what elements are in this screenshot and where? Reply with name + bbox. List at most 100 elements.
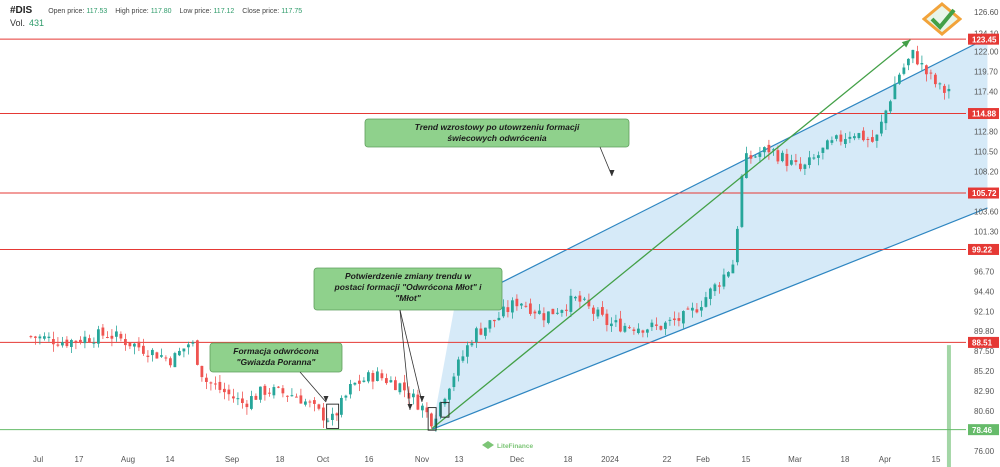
candle-body [461, 356, 465, 361]
candle-body [506, 307, 510, 313]
candle-body [776, 150, 780, 162]
level-price-label: 114.88 [972, 110, 997, 119]
x-tick-label: 16 [365, 455, 374, 464]
candle-body [650, 322, 654, 328]
candle-body [186, 344, 190, 348]
x-tick-label: Jul [33, 455, 43, 464]
trend-arrow [431, 39, 911, 429]
candle-body [348, 384, 352, 395]
candle-body [366, 372, 370, 382]
candle-body [803, 164, 807, 169]
candle-body [915, 51, 919, 65]
level-price-tag [968, 243, 999, 255]
y-tick-label: 101.30 [974, 227, 999, 236]
candle-body [825, 140, 829, 150]
candle-body [231, 396, 235, 399]
candle-body [618, 318, 622, 332]
candle-body [317, 404, 321, 409]
candle-body [330, 413, 334, 420]
candle-body [816, 155, 820, 158]
candle-body [641, 330, 645, 333]
candle-body [303, 401, 307, 405]
candle-body [938, 83, 942, 85]
candle-body [38, 336, 42, 339]
candle-body [866, 138, 870, 140]
candle-body [110, 335, 114, 339]
candle-body [267, 392, 271, 394]
x-tick-label: 2024 [601, 455, 619, 464]
candle-body [227, 389, 231, 395]
candle-body [875, 134, 879, 141]
y-tick-label: 80.60 [974, 407, 995, 416]
candle-body [740, 175, 744, 227]
candle-body [92, 342, 96, 344]
x-tick-label: 15 [742, 455, 751, 464]
candle-body [767, 144, 771, 153]
candle-body [726, 272, 730, 277]
x-tick-label: 18 [841, 455, 850, 464]
candle-body [240, 398, 244, 404]
candle-body [321, 407, 325, 421]
candle-body [848, 136, 852, 139]
candle-body [375, 371, 379, 381]
candle-body [353, 382, 357, 385]
candle-body [834, 135, 838, 139]
candle-body [762, 147, 766, 153]
ohlc-header: #DIS Open price: 117.53 High price: 117.80… [10, 5, 302, 16]
time-axis: Jul 17 Aug 14 Sep 18 Oct 16 Nov 13 Dec 18 2024 22 Feb 1… [33, 455, 941, 464]
candle-body [780, 152, 784, 162]
price-channel [431, 37, 988, 430]
y-tick-label: 94.40 [974, 287, 995, 296]
y-tick-label: 92.10 [974, 307, 995, 316]
annotation-pointer-head [609, 170, 615, 176]
candle-body [335, 413, 339, 416]
candle-body [411, 393, 415, 398]
high-value: 117.80 [150, 8, 172, 15]
candle-body [483, 327, 487, 336]
y-tick-label: 89.80 [974, 327, 995, 336]
candle-body [861, 130, 865, 141]
pattern-box [326, 403, 340, 429]
x-tick-label: Apr [879, 455, 892, 464]
x-tick-label: 14 [166, 455, 175, 464]
candle-body [821, 147, 825, 153]
candle-body [933, 74, 937, 85]
annotation-box [364, 118, 630, 148]
candle-body [173, 353, 177, 368]
level-price-label: 88.51 [972, 339, 993, 348]
candle-body [402, 382, 406, 391]
candle-body [929, 72, 933, 74]
candle-body [627, 327, 631, 329]
trend-line [431, 39, 911, 429]
y-tick-label: 103.60 [974, 207, 999, 216]
candle-body [560, 310, 564, 313]
candle-body [492, 319, 496, 322]
candle-body [429, 413, 433, 427]
annotation-text: postaci formacji "Odwrócona Młot" i [334, 282, 483, 292]
candle-body [659, 325, 663, 330]
candle-body [132, 343, 136, 347]
candle-body [213, 383, 217, 385]
y-tick-label: 112.80 [974, 128, 998, 137]
candle-body [164, 357, 168, 359]
candle-body [605, 313, 609, 326]
candle-body [542, 313, 546, 321]
y-tick-label: 87.50 [974, 347, 995, 356]
candle-body [528, 303, 532, 314]
brand-logo-icon [922, 2, 962, 36]
x-tick-label: Feb [696, 455, 710, 464]
channel-lower-line [431, 207, 988, 430]
low-label: Low price: [179, 8, 212, 15]
channel-fill [432, 37, 988, 430]
candle-body [677, 318, 681, 321]
volume-value: 431 [29, 18, 45, 28]
candle-body [56, 344, 60, 346]
level-price-tag [968, 336, 999, 348]
candle-body [537, 310, 541, 314]
pattern-box [427, 407, 437, 431]
annotation-1: Trend wzrostowy po utowrzeniu formacjiśw… [364, 118, 630, 177]
y-tick-label: 96.70 [974, 267, 995, 276]
level-price-tag [968, 108, 999, 120]
candle-body [447, 388, 451, 400]
